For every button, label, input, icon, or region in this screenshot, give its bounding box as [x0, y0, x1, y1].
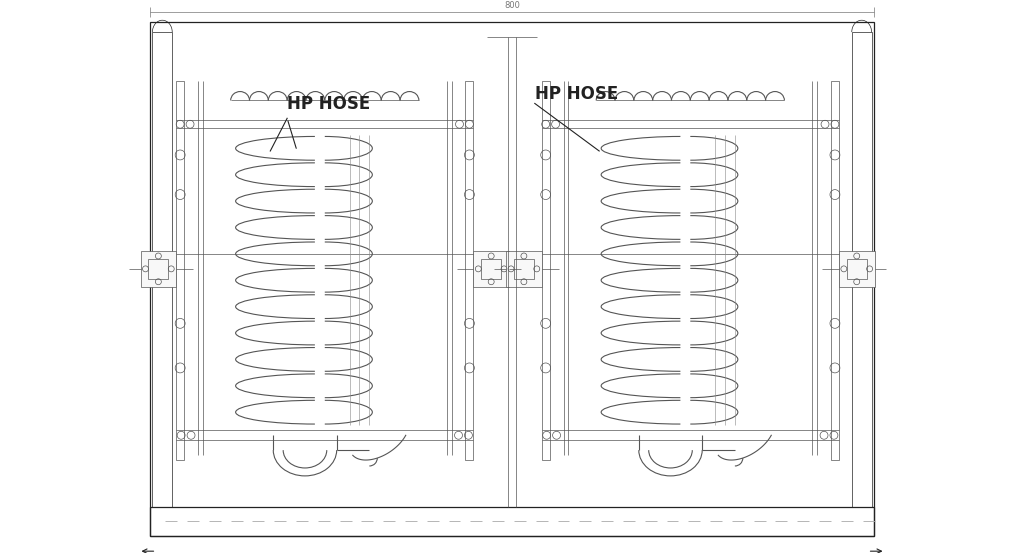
Bar [148, 259, 168, 279]
Bar [153, 32, 172, 507]
Bar [542, 81, 550, 460]
Bar [151, 507, 873, 536]
Bar [473, 251, 509, 286]
Bar [839, 251, 874, 286]
Bar [506, 251, 542, 286]
Bar [481, 259, 501, 279]
Text: HP HOSE: HP HOSE [287, 95, 371, 113]
Text: HP HOSE: HP HOSE [535, 85, 618, 103]
Bar [176, 81, 184, 460]
Bar [830, 81, 839, 460]
Bar [514, 259, 534, 279]
Bar [852, 32, 871, 507]
Bar [466, 81, 473, 460]
Bar [847, 259, 866, 279]
Bar [140, 251, 176, 286]
Bar [151, 22, 873, 536]
Text: 800: 800 [504, 1, 520, 11]
